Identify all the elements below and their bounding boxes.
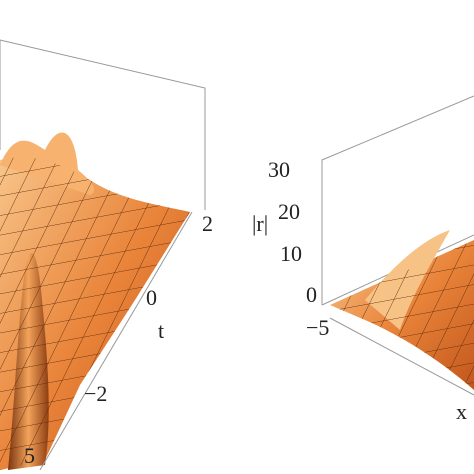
axis-edge (329, 317, 474, 396)
tick-label: 0 (146, 285, 157, 310)
left-plot: 2 0 t −2 5 (0, 39, 213, 471)
plot-box (0, 39, 206, 210)
axis-label: t (158, 318, 164, 343)
tick-label: −5 (306, 315, 329, 340)
tick-label: 30 (268, 157, 290, 182)
tick-label: −2 (84, 381, 107, 406)
axis-label: x (456, 399, 467, 424)
tick-label: 10 (280, 241, 302, 266)
mesh (330, 240, 474, 390)
tick-label: 5 (24, 443, 35, 468)
axis-edge (39, 211, 193, 471)
axis-label: |r| (252, 211, 268, 236)
tick-label: 2 (202, 211, 213, 236)
tick-label: 0 (306, 282, 317, 307)
tick-label: 20 (278, 199, 300, 224)
mesh (0, 157, 190, 470)
right-plot: 30 20 |r| 10 0 −5 x (252, 95, 474, 424)
